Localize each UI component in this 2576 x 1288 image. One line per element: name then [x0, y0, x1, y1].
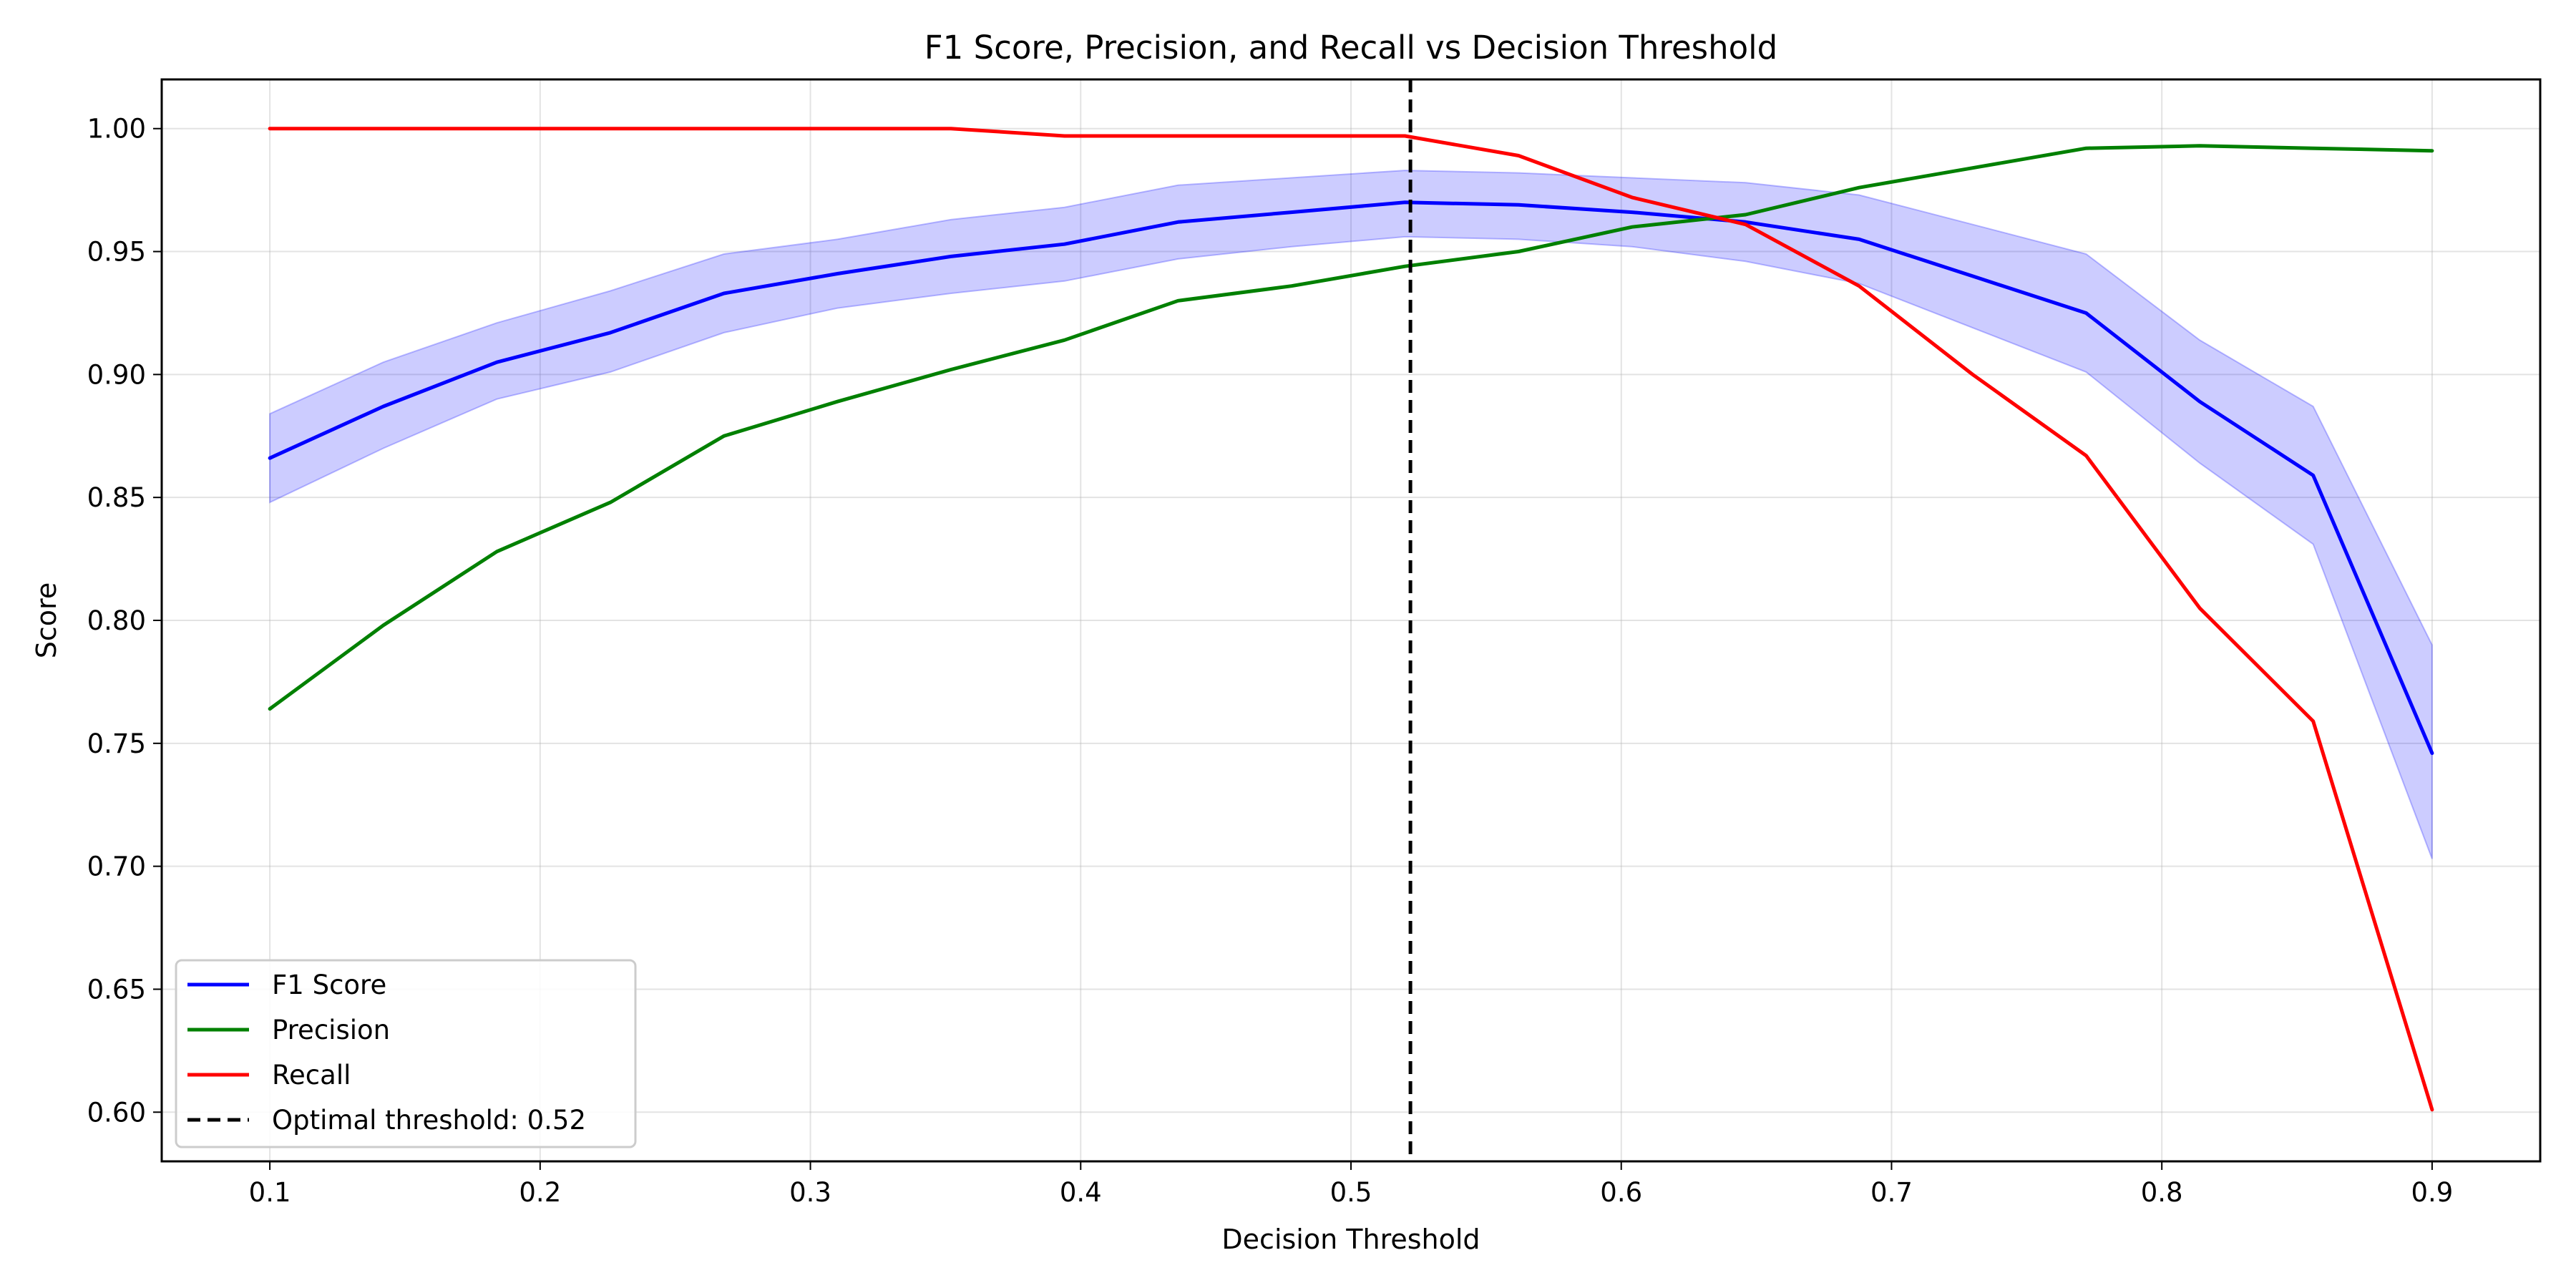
y-tick-label: 0.60	[87, 1097, 146, 1128]
f1-score-line	[268, 200, 2434, 756]
y-tick-label: 0.95	[87, 237, 146, 268]
legend-label-precision: Precision	[272, 1015, 390, 1045]
chart-title: F1 Score, Precision, and Recall vs Decis…	[924, 29, 1777, 67]
y-axis-label: Score	[31, 582, 62, 658]
y-tick-label: 1.00	[87, 114, 146, 145]
x-tick-label: 0.1	[249, 1177, 291, 1208]
x-tick-label: 0.2	[519, 1177, 561, 1208]
x-axis-label: Decision Threshold	[1221, 1224, 1480, 1255]
y-tick-label: 0.85	[87, 482, 146, 513]
precision-line	[268, 144, 2434, 711]
y-tick-label: 0.90	[87, 359, 146, 390]
x-tick-label: 0.5	[1330, 1177, 1372, 1208]
x-tick-label: 0.3	[789, 1177, 831, 1208]
legend: F1 Score Precision Recall Optimal thresh…	[175, 959, 637, 1148]
y-tick-label: 0.75	[87, 728, 146, 759]
y-tick-label: 0.80	[87, 605, 146, 636]
f1-confidence-band-layer	[269, 170, 2433, 859]
x-axis-ticks: 0.1 0.2 0.3 0.4 0.5 0.6 0.7 0.8 0.9	[249, 1161, 2453, 1208]
x-tick-label: 0.4	[1060, 1177, 1102, 1208]
legend-label-optimal-threshold: Optimal threshold: 0.52	[272, 1105, 586, 1136]
y-tick-label: 0.65	[87, 974, 146, 1005]
legend-label-recall: Recall	[272, 1060, 351, 1091]
y-tick-label: 0.70	[87, 852, 146, 882]
legend-frame	[175, 959, 637, 1148]
x-tick-label: 0.8	[2141, 1177, 2183, 1208]
x-tick-label: 0.7	[1870, 1177, 1913, 1208]
x-tick-label: 0.6	[1600, 1177, 1642, 1208]
recall-line	[268, 127, 2434, 1112]
y-axis-ticks: 0.60 0.65 0.70 0.75 0.80 0.85 0.90 0.95 1.00	[87, 114, 162, 1128]
legend-label-f1-score: F1 Score	[272, 970, 386, 1000]
gridlines	[162, 79, 2540, 1161]
x-tick-label: 0.9	[2411, 1177, 2453, 1208]
f1-score-confidence-band	[269, 170, 2433, 859]
series-lines	[268, 127, 2434, 1112]
